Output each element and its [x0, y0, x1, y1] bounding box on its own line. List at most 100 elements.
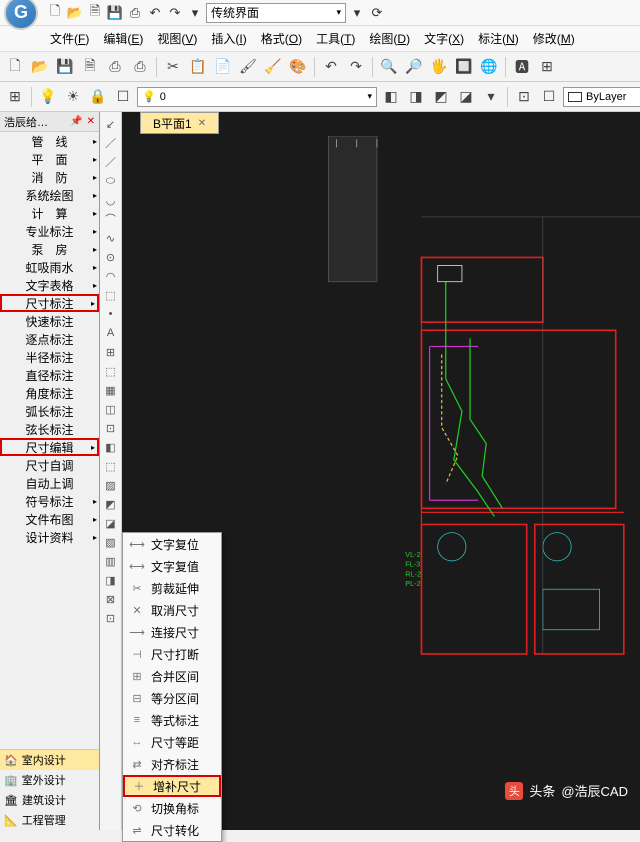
tool-icon-23[interactable]: 🅰 — [511, 56, 533, 78]
submenu-item-12[interactable]: ⟲切换角标 — [123, 797, 221, 819]
submenu-item-5[interactable]: ⊣尺寸打断 — [123, 643, 221, 665]
tool-icon-12[interactable]: 🎨 — [287, 56, 309, 78]
draw-tool-17[interactable]: ◧ — [102, 439, 120, 455]
panel-item-7[interactable]: 虹吸雨水▸ — [0, 258, 99, 276]
menu-m[interactable]: 修改(M) — [527, 28, 581, 49]
tool-icon-9[interactable]: 📄 — [212, 56, 234, 78]
draw-tool-24[interactable]: ◨ — [102, 572, 120, 588]
panel-item-22[interactable]: 设计资料▸ — [0, 528, 99, 546]
draw-tool-8[interactable]: ◠ — [102, 268, 120, 284]
category-2[interactable]: 🏛建筑设计 — [0, 790, 99, 810]
tool-icon-1[interactable]: 📂 — [29, 56, 51, 78]
panel-item-10[interactable]: 快速标注 — [0, 312, 99, 330]
draw-tool-20[interactable]: ◩ — [102, 496, 120, 512]
submenu-item-0[interactable]: ⟷文字复位 — [123, 533, 221, 555]
layer-mid-icon-1[interactable]: ◨ — [405, 86, 427, 108]
menu-x[interactable]: 文字(X) — [418, 28, 470, 49]
submenu-item-7[interactable]: ⊟等分区间 — [123, 687, 221, 709]
panel-item-2[interactable]: 消 防▸ — [0, 168, 99, 186]
layer-mid-icon-2[interactable]: ◩ — [430, 86, 452, 108]
close-icon[interactable]: ✕ — [198, 118, 206, 129]
draw-tool-12[interactable]: ⊞ — [102, 344, 120, 360]
menu-f[interactable]: 文件(F) — [44, 28, 95, 49]
menu-n[interactable]: 标注(N) — [472, 28, 525, 49]
tool-icon-17[interactable]: 🔍 — [378, 56, 400, 78]
tool-icon-2[interactable]: 💾 — [54, 56, 76, 78]
panel-item-6[interactable]: 泵 房▸ — [0, 240, 99, 258]
panel-item-4[interactable]: 计 算▸ — [0, 204, 99, 222]
draw-tool-2[interactable]: ／ — [102, 154, 120, 170]
tool-icon-11[interactable]: 🧹 — [262, 56, 284, 78]
submenu-item-8[interactable]: ≡等式标注 — [123, 709, 221, 731]
draw-tool-9[interactable]: ⬚ — [102, 287, 120, 303]
draw-tool-25[interactable]: ⊠ — [102, 591, 120, 607]
submenu-item-13[interactable]: ⇌尺寸转化 — [123, 819, 221, 841]
submenu-item-2[interactable]: ✂剪裁延伸 — [123, 577, 221, 599]
draw-tool-19[interactable]: ▨ — [102, 477, 120, 493]
menu-e[interactable]: 编辑(E) — [97, 28, 149, 49]
layer-combo[interactable]: 💡 0 ▾ — [137, 87, 377, 107]
panel-item-9[interactable]: 尺寸标注▸ — [0, 294, 99, 312]
tool-icon-3[interactable]: 🗎 — [79, 56, 101, 78]
ui-style-dropdown[interactable]: 传统界面 ▾ — [206, 3, 346, 23]
submenu-item-4[interactable]: ⟶连接尺寸 — [123, 621, 221, 643]
draw-tool-7[interactable]: ⊙ — [102, 249, 120, 265]
document-tab[interactable]: B平面1 ✕ — [140, 112, 219, 134]
submenu-item-11[interactable]: ＋增补尺寸 — [123, 775, 221, 797]
app-logo[interactable]: G — [4, 0, 38, 30]
draw-tool-23[interactable]: ▥ — [102, 553, 120, 569]
draw-tool-21[interactable]: ◪ — [102, 515, 120, 531]
draw-tool-3[interactable]: ⬭ — [102, 173, 120, 189]
draw-tool-14[interactable]: ▦ — [102, 382, 120, 398]
category-1[interactable]: 🏢室外设计 — [0, 770, 99, 790]
category-0[interactable]: 🏠室内设计 — [0, 750, 99, 770]
tool-icon-15[interactable]: ↷ — [345, 56, 367, 78]
qa-undo-icon[interactable]: ↶ — [146, 4, 164, 22]
draw-tool-6[interactable]: ∿ — [102, 230, 120, 246]
qa-doc-icon[interactable]: 🗎 — [86, 4, 104, 22]
layer-mid-icon-7[interactable]: ☐ — [538, 86, 560, 108]
panel-item-19[interactable]: 自动上调 — [0, 474, 99, 492]
layer-left-icon-0[interactable]: ⊞ — [4, 86, 26, 108]
draw-tool-13[interactable]: ⬚ — [102, 363, 120, 379]
panel-item-3[interactable]: 系统绘图▸ — [0, 186, 99, 204]
layer-left-icon-2[interactable]: 💡 — [37, 86, 59, 108]
tool-icon-19[interactable]: 🖐 — [428, 56, 450, 78]
tool-icon-18[interactable]: 🔎 — [403, 56, 425, 78]
draw-tool-5[interactable]: ⌒ — [102, 211, 120, 227]
draw-tool-18[interactable]: ⬚ — [102, 458, 120, 474]
panel-item-17[interactable]: 尺寸编辑▸ — [0, 438, 99, 456]
layer-mid-icon-3[interactable]: ◪ — [455, 86, 477, 108]
panel-item-14[interactable]: 角度标注 — [0, 384, 99, 402]
qa-trail2-icon[interactable]: ⟳ — [368, 4, 386, 22]
menu-o[interactable]: 格式(O) — [255, 28, 308, 49]
layer-mid-icon-0[interactable]: ◧ — [380, 86, 402, 108]
draw-tool-0[interactable]: ↙ — [102, 116, 120, 132]
panel-item-12[interactable]: 半径标注 — [0, 348, 99, 366]
submenu-item-9[interactable]: ↔尺寸等距 — [123, 731, 221, 753]
qa-save-icon[interactable]: 💾 — [106, 4, 124, 22]
tool-icon-7[interactable]: ✂ — [162, 56, 184, 78]
draw-tool-16[interactable]: ⊡ — [102, 420, 120, 436]
panel-item-1[interactable]: 平 面▸ — [0, 150, 99, 168]
tool-icon-8[interactable]: 📋 — [187, 56, 209, 78]
tool-icon-10[interactable]: 🖌 — [237, 56, 259, 78]
qa-new-icon[interactable]: 🗋 — [46, 4, 64, 22]
submenu-item-3[interactable]: ✕取消尺寸 — [123, 599, 221, 621]
menu-t[interactable]: 工具(T) — [310, 28, 361, 49]
panel-item-15[interactable]: 弧长标注 — [0, 402, 99, 420]
panel-item-8[interactable]: 文字表格▸ — [0, 276, 99, 294]
panel-item-20[interactable]: 符号标注▸ — [0, 492, 99, 510]
layer-left-icon-4[interactable]: 🔒 — [87, 86, 109, 108]
layer-left-icon-5[interactable]: ☐ — [112, 86, 134, 108]
tool-icon-20[interactable]: 🔲 — [453, 56, 475, 78]
panel-item-16[interactable]: 弦长标注 — [0, 420, 99, 438]
menu-i[interactable]: 插入(I) — [205, 28, 252, 49]
panel-item-21[interactable]: 文件布图▸ — [0, 510, 99, 528]
draw-tool-10[interactable]: • — [102, 306, 120, 322]
draw-tool-22[interactable]: ▧ — [102, 534, 120, 550]
qa-trail1-icon[interactable]: ▾ — [348, 4, 366, 22]
layer-mid-icon-4[interactable]: ▾ — [480, 86, 502, 108]
tool-icon-5[interactable]: ⎙ — [129, 56, 151, 78]
pin-icon[interactable]: 📌 — [70, 116, 82, 127]
